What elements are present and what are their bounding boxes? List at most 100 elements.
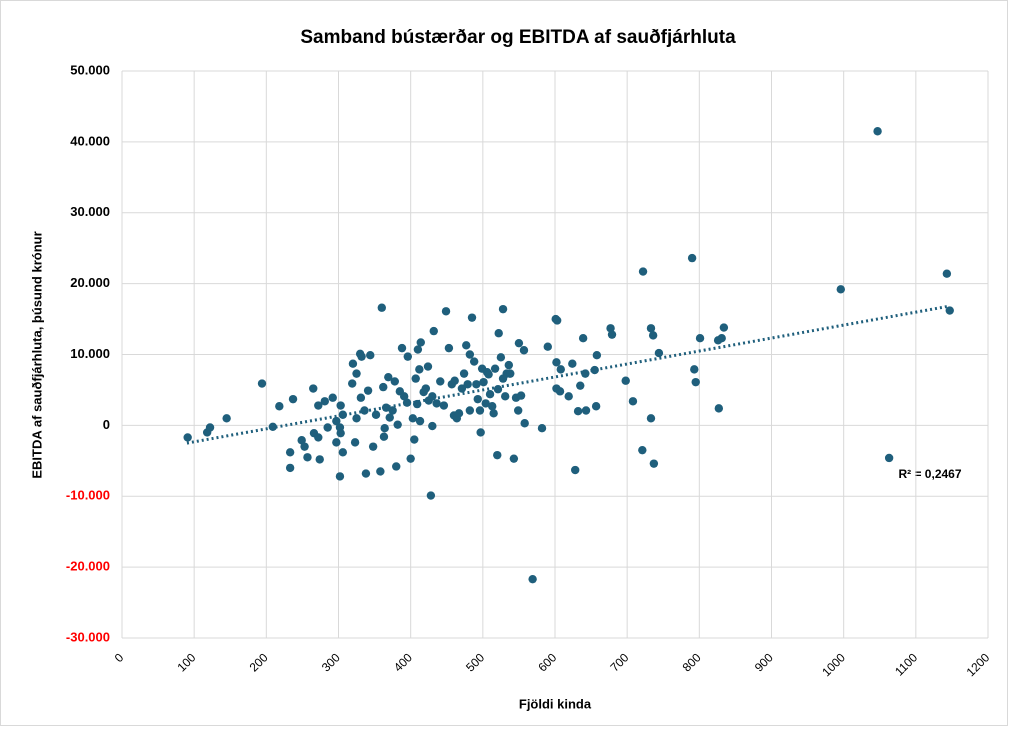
point xyxy=(268,422,278,431)
point xyxy=(429,326,438,336)
point xyxy=(328,393,337,402)
point xyxy=(356,393,366,402)
point xyxy=(399,392,409,401)
point xyxy=(384,372,393,382)
point xyxy=(222,414,231,423)
point xyxy=(314,401,323,410)
point xyxy=(421,384,431,393)
point xyxy=(490,364,500,373)
point xyxy=(336,428,345,438)
point xyxy=(379,432,389,441)
point xyxy=(690,365,699,374)
point xyxy=(485,389,495,399)
point xyxy=(717,333,726,343)
point xyxy=(403,352,412,361)
point xyxy=(428,421,437,431)
point xyxy=(410,435,419,444)
point xyxy=(257,379,267,388)
point xyxy=(519,346,529,355)
point xyxy=(649,459,659,468)
point xyxy=(457,384,467,393)
point xyxy=(462,341,471,350)
y-tick-label: 0 xyxy=(103,417,110,432)
point xyxy=(556,365,565,374)
point xyxy=(607,330,617,339)
point xyxy=(450,376,459,385)
point xyxy=(379,382,388,392)
point xyxy=(426,491,436,500)
point xyxy=(390,377,399,386)
annotation: R² = 0,2467 xyxy=(898,467,961,481)
point xyxy=(454,409,464,418)
point xyxy=(576,381,585,390)
point xyxy=(714,404,724,413)
point xyxy=(423,362,433,371)
point xyxy=(475,406,485,415)
point xyxy=(368,442,378,451)
point xyxy=(444,343,454,353)
point xyxy=(397,343,407,353)
point xyxy=(320,397,329,406)
point xyxy=(323,423,332,432)
point xyxy=(591,402,601,411)
point xyxy=(415,416,425,426)
point xyxy=(621,376,630,385)
point xyxy=(520,419,529,428)
point xyxy=(361,469,371,478)
point xyxy=(288,394,298,404)
point xyxy=(377,303,386,312)
point xyxy=(552,358,561,367)
point xyxy=(509,454,519,463)
point xyxy=(498,304,508,314)
point xyxy=(432,399,441,408)
point xyxy=(695,333,705,343)
y-tick-label: -20.000 xyxy=(66,559,110,574)
point xyxy=(315,455,324,464)
point xyxy=(350,438,360,447)
point xyxy=(571,465,580,475)
point xyxy=(628,397,638,406)
point xyxy=(467,313,477,322)
point xyxy=(408,414,418,423)
point xyxy=(884,453,894,463)
point xyxy=(348,359,358,368)
point xyxy=(581,406,591,415)
point xyxy=(297,436,306,445)
y-tick-label: 20.000 xyxy=(70,275,110,290)
point xyxy=(183,433,192,442)
point xyxy=(392,462,401,471)
point xyxy=(465,350,475,359)
point xyxy=(489,409,498,418)
point xyxy=(336,401,345,410)
point xyxy=(638,267,648,276)
y-tick-label: 30.000 xyxy=(70,204,110,219)
point xyxy=(501,392,510,401)
point xyxy=(385,413,394,422)
point xyxy=(592,351,602,360)
point xyxy=(348,379,357,388)
point xyxy=(514,338,524,348)
point xyxy=(484,370,493,379)
point xyxy=(463,380,472,389)
point xyxy=(543,342,552,351)
y-tick-label: 40.000 xyxy=(70,133,110,148)
point xyxy=(363,386,373,395)
point xyxy=(366,351,375,360)
point xyxy=(285,448,295,457)
point xyxy=(506,369,515,378)
point xyxy=(303,453,312,462)
point xyxy=(648,331,658,340)
point xyxy=(388,406,397,415)
point xyxy=(459,369,469,378)
point xyxy=(573,407,583,416)
point xyxy=(493,385,503,394)
y-axis-title: EBITDA af sauðfjárhluta, þúsund krónur xyxy=(29,231,44,478)
point xyxy=(493,450,502,460)
point xyxy=(646,324,656,333)
point xyxy=(481,399,490,408)
point xyxy=(381,403,391,412)
point xyxy=(476,428,485,437)
point xyxy=(314,433,323,442)
